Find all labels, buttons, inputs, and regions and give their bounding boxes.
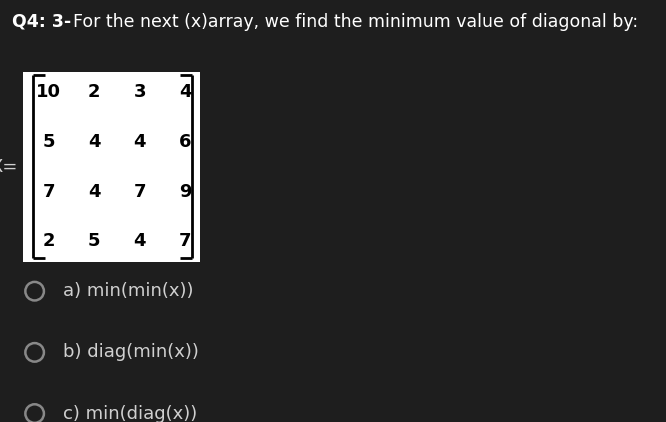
Text: 5: 5: [88, 233, 101, 250]
Text: 4: 4: [179, 83, 191, 101]
Text: c) min(diag(x)): c) min(diag(x)): [63, 405, 198, 422]
Text: 2: 2: [88, 83, 101, 101]
Text: 4: 4: [133, 233, 146, 250]
Text: 6: 6: [179, 133, 191, 151]
Text: 7: 7: [133, 183, 146, 200]
Text: 4: 4: [88, 133, 101, 151]
FancyBboxPatch shape: [23, 72, 200, 262]
Text: 4: 4: [133, 133, 146, 151]
Text: 5: 5: [43, 133, 55, 151]
Text: Q4: 3-: Q4: 3-: [12, 13, 71, 31]
Text: 7: 7: [43, 183, 55, 200]
Text: b) diag(min(x)): b) diag(min(x)): [63, 344, 199, 361]
Text: For the next (x)array, we find the minimum value of diagonal by:: For the next (x)array, we find the minim…: [62, 13, 638, 31]
Text: 4: 4: [88, 183, 101, 200]
Text: 3: 3: [133, 83, 146, 101]
Text: 9: 9: [179, 183, 191, 200]
Text: 2: 2: [43, 233, 55, 250]
Text: 7: 7: [179, 233, 191, 250]
Text: 10: 10: [36, 83, 61, 101]
Text: a) min(min(x)): a) min(min(x)): [63, 282, 194, 300]
Text: X=: X=: [0, 158, 18, 176]
